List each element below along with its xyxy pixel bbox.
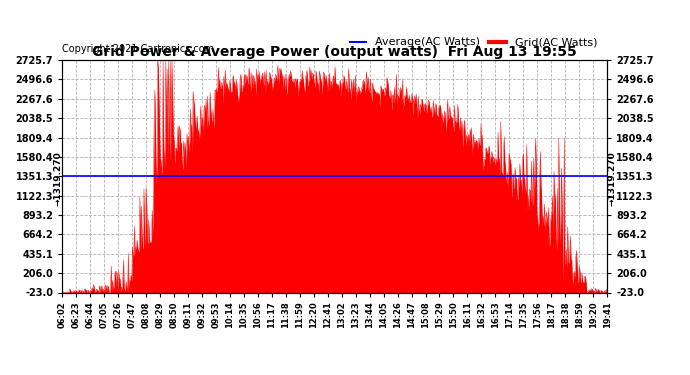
Text: Copyright 2021 Cartronics.com: Copyright 2021 Cartronics.com xyxy=(62,44,214,54)
Text: →1319.270: →1319.270 xyxy=(607,152,616,206)
Text: →1319.270: →1319.270 xyxy=(53,152,62,206)
Title: Grid Power & Average Power (output watts)  Fri Aug 13 19:55: Grid Power & Average Power (output watts… xyxy=(92,45,577,59)
Legend: Average(AC Watts), Grid(AC Watts): Average(AC Watts), Grid(AC Watts) xyxy=(345,33,602,52)
